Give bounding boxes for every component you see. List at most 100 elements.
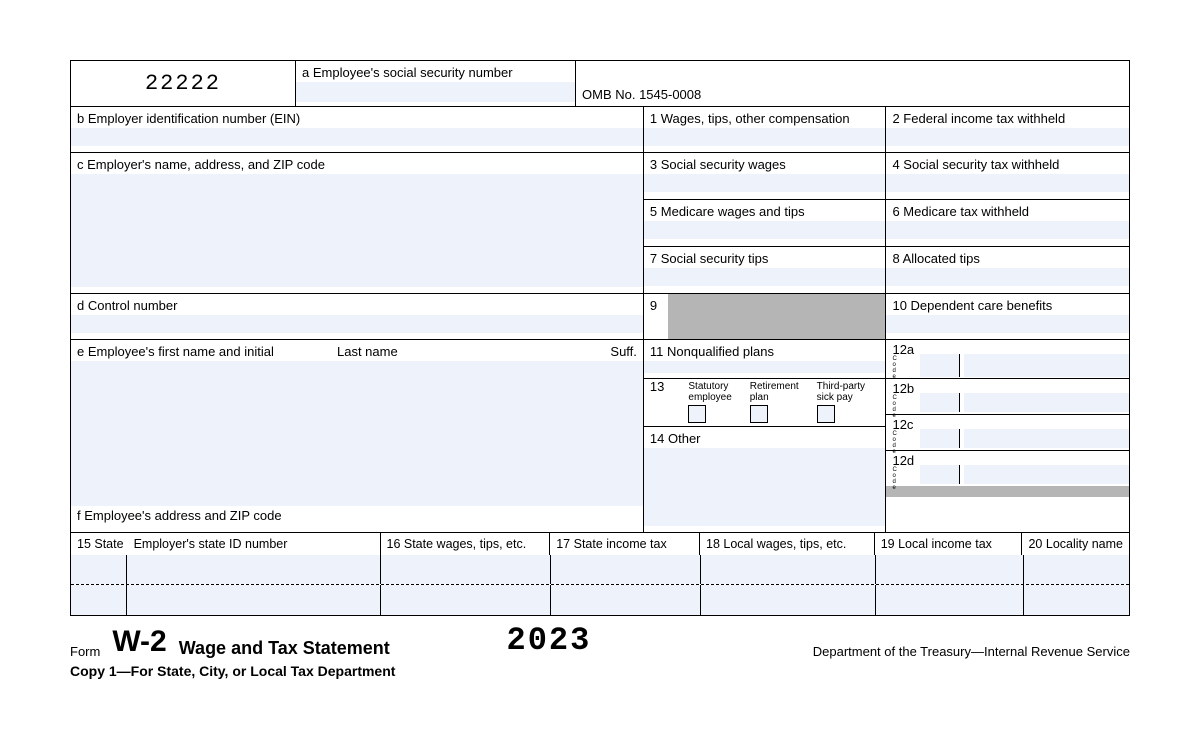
box-1-field[interactable]: [644, 128, 886, 146]
checkbox-sickpay[interactable]: [817, 405, 835, 423]
checkbox-statutory[interactable]: [688, 405, 706, 423]
box-20-label: 20 Locality name: [1022, 533, 1129, 555]
box-8: 8 Allocated tips: [886, 247, 1129, 294]
box-12a: 12aC o d e: [886, 340, 1129, 379]
state-data-row-1: [71, 555, 1129, 585]
box-19-label: 19 Local income tax: [875, 533, 1023, 555]
box-12d-code[interactable]: [920, 465, 960, 484]
box-16-1[interactable]: [381, 555, 550, 584]
box-c-label: c Employer's name, address, and ZIP code: [71, 153, 643, 174]
box-12b-value[interactable]: [964, 393, 1129, 412]
box-8-field[interactable]: [886, 268, 1129, 286]
box-19-1[interactable]: [876, 555, 1023, 584]
box-e-last-label: Last name: [331, 340, 593, 361]
state-code-2[interactable]: [71, 585, 127, 615]
box-a-label: a Employee's social security number: [296, 61, 575, 82]
box-4-field[interactable]: [886, 174, 1129, 192]
box-15-label: 15 State: [77, 537, 124, 551]
box-13-sickpay: Third-party sick pay: [817, 381, 865, 423]
box-b-field[interactable]: [71, 128, 643, 146]
box-4: 4 Social security tax withheld: [886, 153, 1129, 200]
box-11-field[interactable]: [644, 361, 886, 373]
row-d-9-10: d Control number 9 10 Dependent care ben…: [71, 294, 1129, 340]
box-10-field[interactable]: [886, 315, 1129, 333]
state-id-2[interactable]: [127, 585, 380, 615]
row-c-3to8: c Employer's name, address, and ZIP code…: [71, 153, 1129, 294]
box-d-label: d Control number: [71, 294, 643, 315]
box-18-1[interactable]: [701, 555, 875, 584]
box-18-label: 18 Local wages, tips, etc.: [700, 533, 875, 555]
footer-copy: Copy 1—For State, City, or Local Tax Dep…: [70, 659, 1130, 679]
box-12a-code[interactable]: [920, 354, 960, 377]
box-5-label: 5 Medicare wages and tips: [644, 200, 886, 221]
box-19-2[interactable]: [876, 585, 1023, 615]
omb-number: OMB No. 1545-0008: [576, 61, 1129, 107]
row-b-1-2: b Employer identification number (EIN) 1…: [71, 107, 1129, 153]
box-b-label: b Employer identification number (EIN): [71, 107, 643, 128]
box-3: 3 Social security wages: [644, 153, 886, 200]
box-18-2[interactable]: [701, 585, 875, 615]
box-5: 5 Medicare wages and tips: [644, 200, 886, 247]
box-f-label: f Employee's address and ZIP code: [71, 506, 643, 525]
box-12d-value[interactable]: [964, 465, 1129, 484]
box-14-field[interactable]: [644, 448, 886, 526]
box-12d: 12dC o d e: [886, 451, 1129, 497]
box-12-grey: [886, 486, 1129, 497]
footer-year: 2023: [507, 622, 592, 659]
box-e-field[interactable]: [71, 361, 643, 506]
box-10: 10 Dependent care benefits: [886, 294, 1129, 340]
checkbox-retirement[interactable]: [750, 405, 768, 423]
box-12b-code[interactable]: [920, 393, 960, 412]
box-7: 7 Social security tips: [644, 247, 886, 294]
box-3-field[interactable]: [644, 174, 886, 192]
box-2-field[interactable]: [886, 128, 1129, 146]
form-code: 22222: [71, 61, 296, 107]
form-footer: Form W-2 Wage and Tax Statement 2023 Dep…: [70, 616, 1130, 659]
box-6: 6 Medicare tax withheld: [886, 200, 1129, 247]
box-20-1[interactable]: [1024, 555, 1129, 584]
box-8-label: 8 Allocated tips: [886, 247, 1129, 268]
box-13-retirement: Retirement plan: [750, 381, 799, 423]
box-7-field[interactable]: [644, 268, 886, 286]
footer-w2: W-2: [112, 625, 166, 659]
state-id-1[interactable]: [127, 555, 380, 584]
footer-form-word: Form: [70, 644, 100, 659]
w2-form: 22222 a Employee's social security numbe…: [70, 60, 1130, 616]
state-header-row: 15 State Employer's state ID number 16 S…: [71, 532, 1129, 555]
box-12c-value[interactable]: [964, 429, 1129, 448]
box-13: 13 Statutory employee Retirement plan Th…: [644, 379, 886, 427]
box-a-field[interactable]: [296, 82, 575, 102]
box-a: a Employee's social security number: [296, 61, 576, 107]
box-16-label: 16 State wages, tips, etc.: [381, 533, 551, 555]
box-9-label: 9: [644, 294, 668, 339]
box-12a-value[interactable]: [964, 354, 1129, 377]
box-7-label: 7 Social security tips: [644, 247, 886, 268]
footer-dept: Department of the Treasury—Internal Reve…: [813, 644, 1130, 659]
box-13-label: 13: [650, 381, 664, 423]
row-e-11to14-12: e Employee's first name and initial Last…: [71, 340, 1129, 532]
box-15b-label: Employer's state ID number: [134, 537, 288, 551]
box-11: 11 Nonqualified plans: [644, 340, 886, 379]
box-2: 2 Federal income tax withheld: [886, 107, 1129, 153]
box-4-label: 4 Social security tax withheld: [886, 153, 1129, 174]
box-16-2[interactable]: [381, 585, 550, 615]
box-20-2[interactable]: [1024, 585, 1129, 615]
box-d: d Control number: [71, 294, 644, 340]
box-2-label: 2 Federal income tax withheld: [886, 107, 1129, 128]
box-17-2[interactable]: [551, 585, 700, 615]
box-9-grey: [668, 294, 886, 339]
box-13-statutory: Statutory employee: [688, 381, 731, 423]
box-d-field[interactable]: [71, 315, 643, 333]
box-1: 1 Wages, tips, other compensation: [644, 107, 887, 153]
box-c-field[interactable]: [71, 174, 643, 287]
box-12c-code[interactable]: [920, 429, 960, 448]
box-e-first-label: e Employee's first name and initial: [71, 340, 331, 361]
state-code-1[interactable]: [71, 555, 127, 584]
box-11-label: 11 Nonqualified plans: [644, 340, 886, 361]
box-5-field[interactable]: [644, 221, 886, 239]
box-9: 9: [644, 294, 887, 340]
box-12b: 12bC o d e: [886, 379, 1129, 415]
box-3-label: 3 Social security wages: [644, 153, 886, 174]
box-6-field[interactable]: [886, 221, 1129, 239]
box-17-1[interactable]: [551, 555, 700, 584]
